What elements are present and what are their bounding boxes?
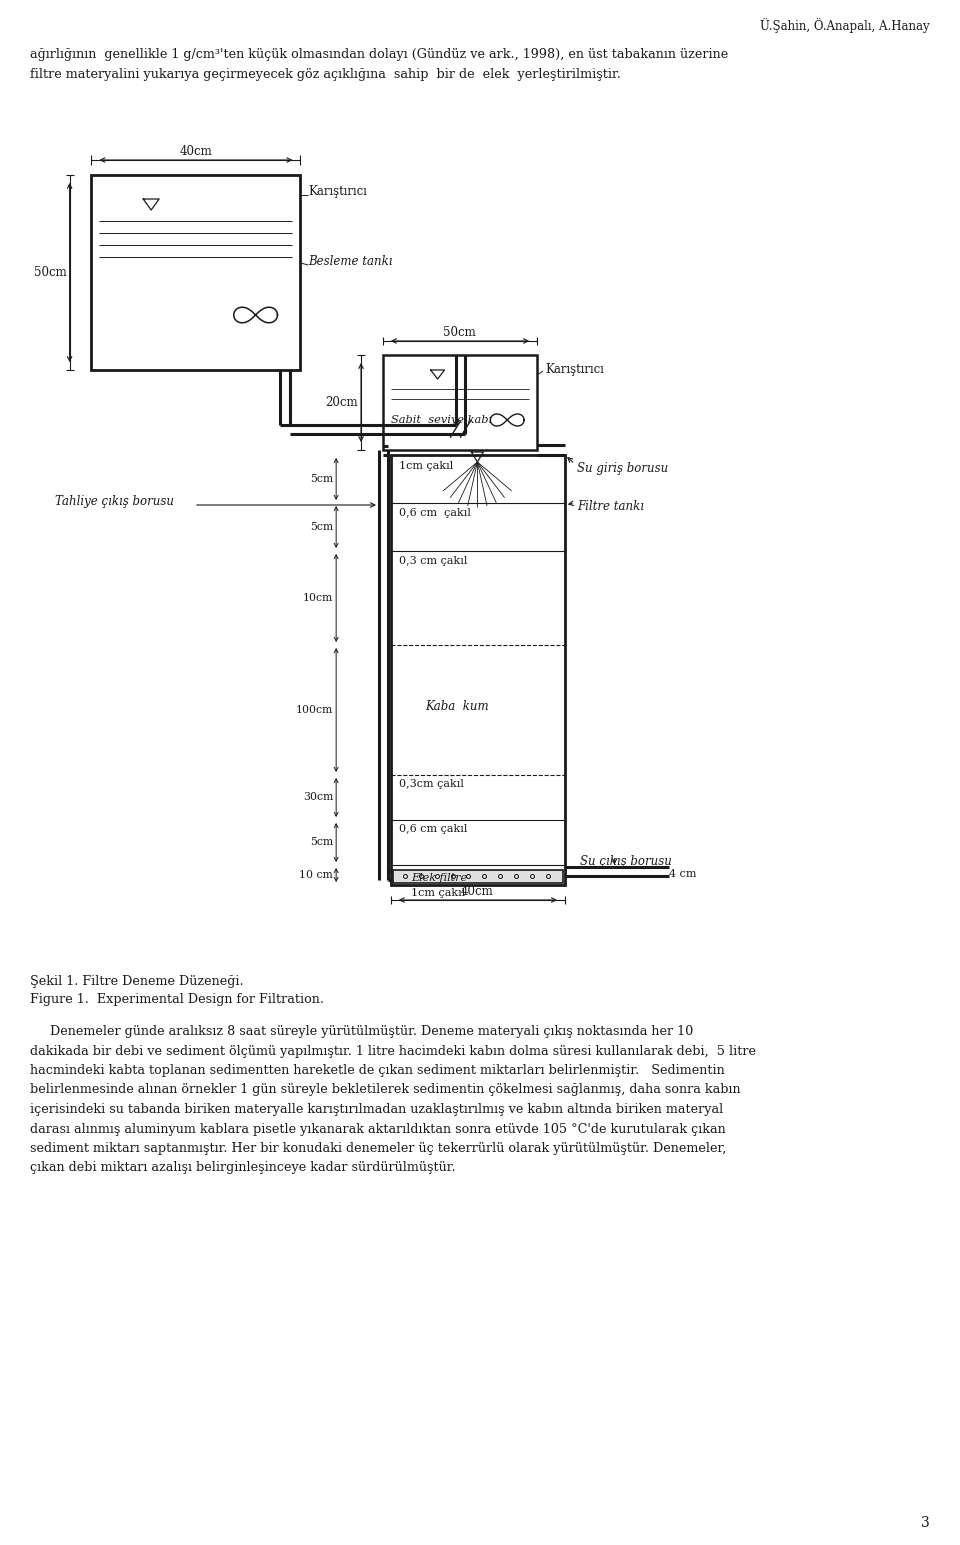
Text: çıkan debi miktarı azalışı belirginleşinceye kadar sürdürülmüştür.: çıkan debi miktarı azalışı belirginleşin…: [30, 1162, 455, 1174]
Text: 10cm: 10cm: [303, 593, 333, 603]
Text: Filtre tankı: Filtre tankı: [577, 501, 644, 513]
Bar: [383, 355, 537, 450]
Text: Denemeler günde aralıksız 8 saat süreyle yürütülmüştür. Deneme materyali çıkış n: Denemeler günde aralıksız 8 saat süreyle…: [30, 1024, 693, 1038]
Text: Kaba  kum: Kaba kum: [425, 700, 490, 712]
Text: 0,6 cm  çakıl: 0,6 cm çakıl: [398, 508, 470, 518]
Text: 50cm: 50cm: [34, 266, 66, 278]
Text: Su giriş borusu: Su giriş borusu: [577, 462, 668, 474]
Text: 3: 3: [922, 1516, 930, 1530]
Text: 0,6 cm çakıl: 0,6 cm çakıl: [398, 823, 468, 834]
Text: 50cm: 50cm: [444, 326, 476, 338]
Bar: [91, 175, 300, 369]
Text: belirlenmesinde alınan örnekler 1 gün süreyle bekletilerek sedimentin çökelmesi : belirlenmesinde alınan örnekler 1 gün sü…: [30, 1083, 740, 1097]
Text: 5cm: 5cm: [310, 474, 333, 484]
Text: darası alınmış aluminyum kablara pisetle yıkanarak aktarıldıktan sonra etüvde 10: darası alınmış aluminyum kablara pisetle…: [30, 1123, 726, 1136]
Text: Besleme tankı: Besleme tankı: [308, 255, 393, 267]
Text: Karıştırıcı: Karıştırıcı: [545, 363, 604, 375]
Text: içerisindeki su tabanda biriken materyalle karıştırılmadan uzaklaştırılmış ve ka: içerisindeki su tabanda biriken materyal…: [30, 1103, 723, 1115]
Text: dakikada bir debi ve sediment ölçümü yapılmıştır. 1 litre hacimdeki kabın dolma : dakikada bir debi ve sediment ölçümü yap…: [30, 1044, 756, 1057]
Text: 0,3 cm çakıl: 0,3 cm çakıl: [398, 556, 468, 565]
Text: Karıştırıcı: Karıştırıcı: [308, 185, 367, 198]
Text: Sabit  seviye kabı: Sabit seviye kabı: [391, 416, 492, 425]
Text: ağırlığının  genellikle 1 g/cm³'ten küçük olmasından dolayı (Gündüz ve ark., 199: ağırlığının genellikle 1 g/cm³'ten küçük…: [30, 48, 728, 60]
Text: 0,3cm çakıl: 0,3cm çakıl: [398, 779, 464, 789]
Text: 40cm: 40cm: [461, 885, 493, 898]
Text: 20cm: 20cm: [325, 396, 358, 408]
Text: Su çıkış borusu: Su çıkış borusu: [580, 854, 672, 868]
Bar: [393, 870, 563, 884]
Text: filtre materyalini yukarıya geçirmeyecek göz açıklığına  sahip  bir de  elek  ye: filtre materyalini yukarıya geçirmeyecek…: [30, 68, 621, 80]
Text: hacmindeki kabta toplanan sedimentten hareketle de çıkan sediment miktarları bel: hacmindeki kabta toplanan sedimentten ha…: [30, 1065, 725, 1077]
Text: Elek filtre: Elek filtre: [411, 873, 467, 884]
Text: 10 cm: 10 cm: [300, 870, 333, 881]
Text: 30cm: 30cm: [303, 793, 333, 802]
Text: sediment miktarı saptanmıştır. Her bir konudaki denemeler üç tekerrürlü olarak y: sediment miktarı saptanmıştır. Her bir k…: [30, 1142, 726, 1156]
Text: 1cm çakıl: 1cm çakıl: [398, 460, 453, 471]
Text: Tahliye çıkış borusu: Tahliye çıkış borusu: [55, 494, 174, 508]
Text: Ü.Şahin, Ö.Anapalı, A.Hanay: Ü.Şahin, Ö.Anapalı, A.Hanay: [760, 19, 930, 32]
Text: Şekil 1. Filtre Deneme Düzeneği.: Şekil 1. Filtre Deneme Düzeneği.: [30, 975, 244, 987]
Bar: [391, 454, 564, 885]
Text: 5cm: 5cm: [310, 522, 333, 531]
Text: 100cm: 100cm: [296, 705, 333, 715]
Text: 5cm: 5cm: [310, 837, 333, 847]
Text: 4 cm: 4 cm: [669, 868, 697, 879]
Text: 1cm çakıl: 1cm çakıl: [411, 888, 465, 898]
Text: 40cm: 40cm: [180, 145, 212, 158]
Text: Figure 1.  Experimental Design for Filtration.: Figure 1. Experimental Design for Filtra…: [30, 993, 324, 1006]
